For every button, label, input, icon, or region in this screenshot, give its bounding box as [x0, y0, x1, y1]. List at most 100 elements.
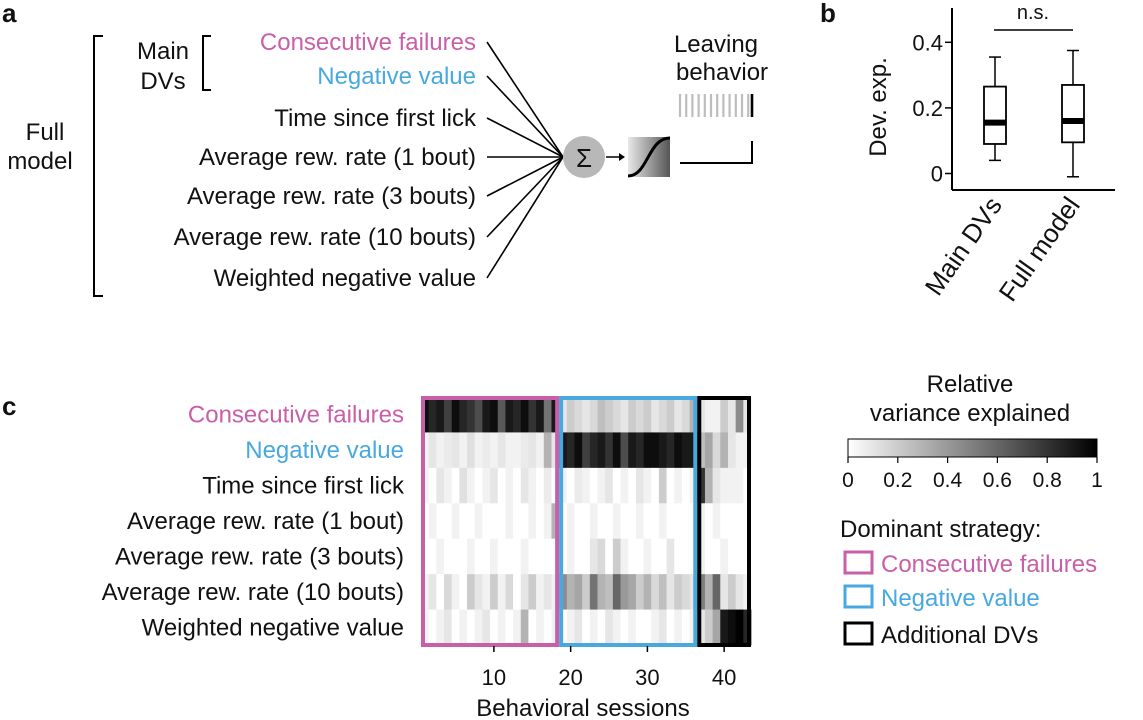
heatmap-cell — [697, 503, 706, 540]
heatmap-cell — [651, 538, 660, 575]
heatmap-cell — [520, 432, 529, 469]
heatmap-cell — [681, 609, 690, 646]
heatmap-cell — [651, 432, 660, 469]
heatmap-cell — [474, 574, 483, 610]
heatmap-cell — [697, 538, 706, 575]
heatmap-cell — [628, 397, 637, 433]
heatmap-cell — [428, 538, 437, 575]
heatmap-cell — [559, 609, 568, 646]
heatmap-cell — [543, 574, 552, 610]
heatmap-group-outline — [697, 396, 751, 647]
model-variable-label: Weighted negative value — [214, 265, 476, 292]
heatmap-cell — [605, 609, 614, 646]
heatmap-cell — [574, 503, 583, 540]
heatmap-cell — [559, 467, 568, 504]
heatmap-cell — [735, 538, 744, 575]
heatmap-cell — [513, 538, 522, 575]
heatmap-cell — [444, 574, 453, 610]
heatmap-cell — [643, 432, 652, 469]
heatmap-cell — [674, 432, 683, 469]
heatmap-cell — [597, 609, 606, 646]
heatmap-cell — [681, 574, 690, 610]
heatmap-cell — [735, 503, 744, 540]
heatmap-cell — [735, 432, 744, 469]
heatmap-cell — [497, 503, 506, 540]
colorbar-tick-label: 0.4 — [933, 469, 963, 492]
heatmap-cell — [574, 538, 583, 575]
heatmap-cell — [513, 574, 522, 610]
heatmap-cell — [559, 503, 568, 540]
heatmap-group-outline — [421, 396, 560, 647]
heatmap-cell — [505, 609, 514, 646]
heatmap-cell — [620, 574, 629, 610]
heatmap-cell — [482, 538, 491, 575]
heatmap-cell — [666, 397, 675, 433]
model-variable-list: Consecutive failures Negative value Time s… — [174, 29, 477, 292]
heatmap-cell — [658, 467, 667, 504]
heatmap-cell — [566, 538, 575, 575]
heatmap-group-outline — [559, 396, 698, 647]
heatmap-cell — [490, 609, 499, 646]
heatmap-cell — [490, 432, 499, 469]
heatmap-cell — [421, 397, 430, 433]
heatmap-cell — [520, 609, 529, 646]
heatmap-cell — [482, 397, 491, 433]
model-variable-label: Average rew. rate (3 bouts) — [187, 183, 476, 210]
heatmap-cell — [628, 609, 637, 646]
heatmap-cell — [528, 503, 537, 540]
colorbar-ticks: 0 0.2 0.4 0.6 0.8 1 — [842, 457, 1103, 492]
heatmap-cell — [497, 538, 506, 575]
heatmap-cell — [704, 574, 714, 610]
heatmap-cell — [704, 538, 714, 575]
model-variable-label: Time since first lick — [274, 105, 477, 132]
heatmap-cell — [451, 609, 460, 646]
heatmap-cell — [528, 397, 537, 433]
legend-swatch — [843, 621, 874, 646]
heatmap-cell — [467, 503, 476, 540]
heatmap-cell — [436, 432, 445, 469]
heatmap-cell — [513, 609, 522, 646]
heatmap-x-axis-label: Behavioral sessions — [476, 695, 689, 720]
heatmap-cell — [474, 432, 483, 469]
heatmap-cell — [674, 538, 683, 575]
heatmap-cell — [712, 397, 721, 433]
sigmoid-icon — [627, 136, 671, 178]
heatmap-cell — [436, 574, 445, 610]
heatmap-cell — [712, 609, 721, 646]
heatmap-cell — [566, 397, 575, 433]
heatmap-cell — [674, 397, 683, 433]
heatmap-cell — [727, 538, 737, 575]
colorbar — [847, 438, 1098, 458]
heatmap-cell — [643, 538, 652, 575]
heatmap-cell — [436, 503, 445, 540]
heatmap-cell — [612, 397, 621, 433]
heatmap-cell — [666, 574, 675, 610]
full-model-label-line1: Full — [26, 119, 65, 146]
main-dvs-label-line2: DVs — [140, 68, 185, 95]
heatmap-cell — [490, 467, 499, 504]
heatmap-cell — [520, 503, 529, 540]
variable-connector-line — [486, 156, 564, 197]
heatmap-cell — [658, 574, 667, 610]
heatmap-cell — [574, 574, 583, 610]
boxplot — [983, 56, 1007, 162]
heatmap-cell — [497, 467, 506, 504]
heatmap-cell — [651, 503, 660, 540]
heatmap-cell — [674, 609, 683, 646]
main-dvs-label-line1: Main — [137, 38, 189, 65]
heatmap-cell — [720, 467, 729, 504]
heatmap-cell — [574, 467, 583, 504]
heatmap-cell — [727, 574, 737, 610]
legend-item-label: Consecutive failures — [881, 551, 1097, 578]
heatmap-cell — [520, 397, 529, 433]
heatmap-cell — [543, 432, 552, 469]
heatmap-cell — [459, 503, 468, 540]
sum-node — [563, 136, 605, 178]
heatmap-cell — [643, 397, 652, 433]
heatmap-cell — [674, 574, 683, 610]
variable-connector-line — [486, 41, 564, 158]
heatmap-cell — [620, 467, 629, 504]
heatmap-cell — [566, 503, 575, 540]
heatmap-cell — [536, 538, 545, 575]
colorbar-tick-label: 0.6 — [983, 469, 1012, 492]
